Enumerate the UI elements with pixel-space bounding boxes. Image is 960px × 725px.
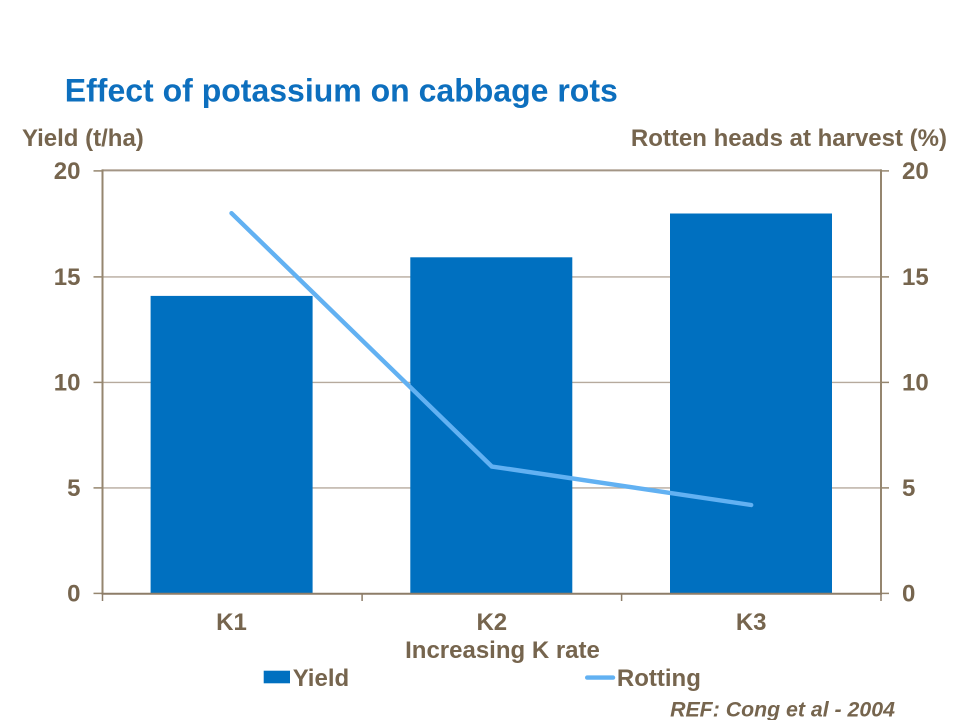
svg-text:15: 15: [902, 264, 929, 291]
svg-text:REF: Cong et al - 2004: REF: Cong et al - 2004: [670, 697, 895, 720]
svg-text:0: 0: [67, 581, 80, 608]
svg-text:5: 5: [902, 475, 915, 502]
svg-text:5: 5: [67, 475, 80, 502]
svg-text:K2: K2: [476, 609, 507, 636]
svg-text:Effect of potassium on cabbage: Effect of potassium on cabbage rots: [65, 73, 618, 109]
svg-text:Yield: Yield: [293, 665, 349, 692]
svg-text:20: 20: [54, 158, 81, 185]
svg-text:Increasing K rate: Increasing K rate: [405, 637, 600, 664]
svg-text:Yield (t/ha): Yield (t/ha): [22, 125, 144, 152]
svg-text:0: 0: [902, 581, 915, 608]
svg-text:20: 20: [902, 158, 929, 185]
svg-text:10: 10: [54, 370, 81, 397]
svg-text:K1: K1: [216, 609, 247, 636]
svg-text:Rotten heads at harvest (%): Rotten heads at harvest (%): [631, 125, 947, 152]
svg-text:K3: K3: [736, 609, 767, 636]
svg-text:Rotting: Rotting: [617, 665, 701, 692]
svg-text:10: 10: [902, 370, 929, 397]
svg-text:15: 15: [54, 264, 81, 291]
